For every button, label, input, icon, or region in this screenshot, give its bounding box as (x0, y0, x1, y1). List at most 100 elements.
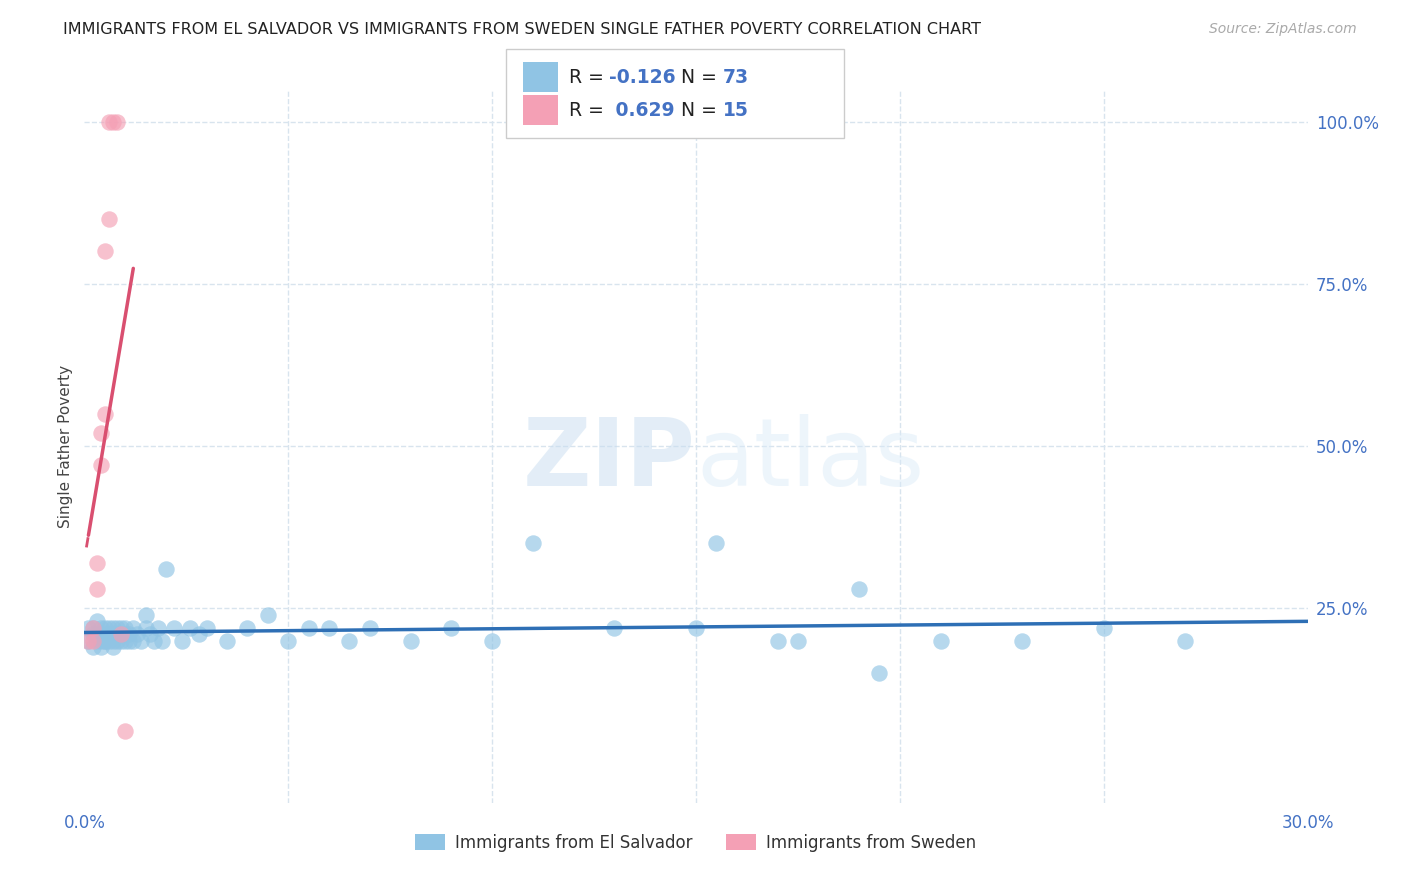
Point (86, 556, 108, 570)
Point (97, 633, 120, 648)
Point (93, 627, 115, 641)
Point (787, 633, 810, 648)
Point (101, 621, 124, 635)
Point (766, 633, 789, 648)
Point (86, 614, 108, 628)
Point (93, 621, 115, 635)
Point (706, 536, 728, 550)
Text: R =: R = (569, 101, 610, 120)
Point (105, 114, 128, 128)
Point (97, 114, 120, 128)
Point (77, 633, 100, 648)
Point (90, 458, 112, 473)
Point (163, 621, 186, 635)
Point (114, 633, 136, 648)
Point (122, 621, 145, 635)
Point (1092, 621, 1115, 635)
Text: -0.126: -0.126 (609, 68, 675, 87)
Point (101, 640, 124, 654)
Y-axis label: Single Father Poverty: Single Father Poverty (58, 365, 73, 527)
Point (869, 666, 891, 681)
Text: IMMIGRANTS FROM EL SALVADOR VS IMMIGRANTS FROM SWEDEN SINGLE FATHER POVERTY CORR: IMMIGRANTS FROM EL SALVADOR VS IMMIGRANT… (63, 22, 981, 37)
Point (114, 627, 136, 641)
Point (93, 407, 115, 421)
Point (179, 621, 201, 635)
Point (142, 633, 165, 648)
Point (1011, 633, 1033, 648)
Point (86, 627, 108, 641)
Point (82, 633, 104, 648)
Text: N =: N = (669, 68, 723, 87)
Point (236, 621, 259, 635)
Point (101, 633, 124, 648)
Point (848, 582, 870, 596)
Point (359, 621, 381, 635)
Point (440, 621, 463, 635)
Point (318, 621, 340, 635)
Point (90, 627, 112, 641)
Point (110, 621, 132, 635)
Point (90, 621, 112, 635)
Point (131, 633, 153, 648)
Point (114, 724, 136, 739)
Point (114, 621, 136, 635)
Point (82, 627, 104, 641)
Point (77, 621, 100, 635)
Point (146, 621, 169, 635)
Point (82, 621, 104, 635)
Point (118, 627, 141, 641)
Point (298, 621, 321, 635)
Point (138, 627, 160, 641)
Point (105, 633, 128, 648)
Point (97, 621, 120, 635)
Point (101, 627, 124, 641)
Point (97, 211, 120, 226)
Text: Source: ZipAtlas.com: Source: ZipAtlas.com (1209, 22, 1357, 37)
Point (929, 633, 952, 648)
Legend: Immigrants from El Salvador, Immigrants from Sweden: Immigrants from El Salvador, Immigrants … (409, 828, 983, 859)
Point (110, 633, 132, 648)
Point (93, 633, 115, 648)
Point (685, 621, 707, 635)
Point (135, 607, 157, 622)
Point (105, 621, 128, 635)
Point (86, 633, 108, 648)
Point (82, 640, 104, 654)
Point (277, 633, 299, 648)
Point (150, 633, 173, 648)
Point (155, 562, 177, 576)
Text: 15: 15 (723, 101, 748, 120)
Point (481, 633, 503, 648)
Point (77, 633, 100, 648)
Point (257, 607, 280, 622)
Point (135, 621, 157, 635)
Point (122, 633, 145, 648)
Point (195, 621, 218, 635)
Text: 73: 73 (723, 68, 749, 87)
Point (118, 633, 141, 648)
Point (217, 633, 239, 648)
Point (522, 536, 544, 550)
Point (127, 627, 149, 641)
Point (110, 627, 132, 641)
Point (603, 621, 626, 635)
Text: ZIP: ZIP (523, 414, 696, 507)
Point (90, 640, 112, 654)
Point (1174, 633, 1197, 648)
Point (93, 633, 115, 648)
Point (90, 425, 112, 440)
Point (93, 244, 115, 259)
Point (339, 633, 361, 648)
Point (82, 621, 104, 635)
Text: R =: R = (569, 68, 610, 87)
Text: N =: N = (669, 101, 723, 120)
Text: atlas: atlas (696, 414, 924, 507)
Point (86, 582, 108, 596)
Text: 0.629: 0.629 (609, 101, 675, 120)
Point (105, 627, 128, 641)
Point (90, 633, 112, 648)
Point (110, 627, 132, 641)
Point (172, 633, 194, 648)
Point (101, 114, 124, 128)
Point (399, 633, 422, 648)
